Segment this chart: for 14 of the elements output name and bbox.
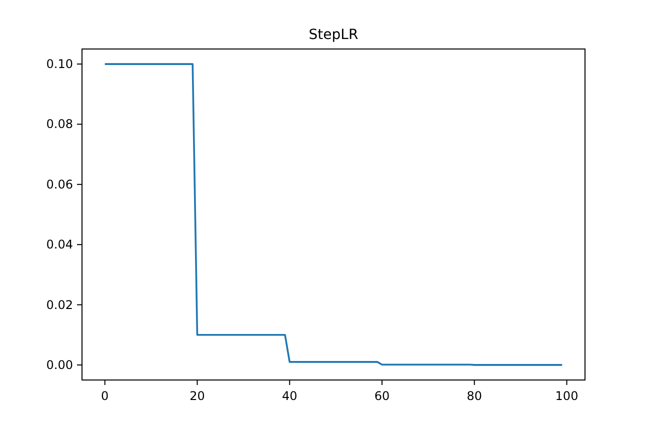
x-tick-label: 40	[282, 389, 298, 403]
x-tick-label: 0	[101, 389, 109, 403]
y-tick-label: 0.04	[46, 238, 73, 252]
x-tick-label: 60	[374, 389, 390, 403]
chart-title: StepLR	[308, 27, 358, 43]
y-tick-label: 0.08	[46, 117, 73, 132]
x-tick-label: 80	[466, 389, 482, 403]
y-tick-label: 0.06	[46, 177, 73, 192]
line-series	[104, 63, 564, 366]
y-tick-label: 0.00	[46, 358, 73, 372]
y-tick-label: 0.10	[46, 57, 73, 72]
x-tick-label: 20	[190, 389, 205, 403]
x-tick-label: 100	[555, 389, 578, 403]
y-tick-label: 0.02	[46, 298, 73, 312]
